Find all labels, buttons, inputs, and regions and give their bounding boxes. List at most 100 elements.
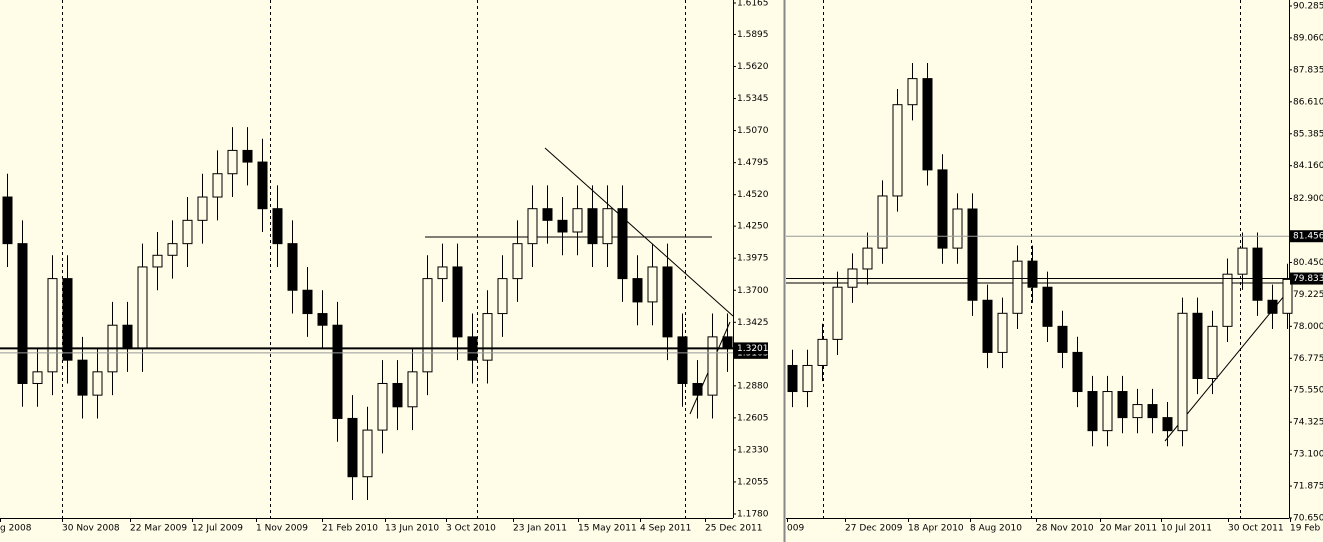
y-tick-label: 1.1780 <box>737 510 769 520</box>
y-tick-label: 90.285 <box>1293 2 1323 12</box>
y-tick-label: 1.4520 <box>737 190 769 200</box>
x-tick-label: 10 Jul 2011 <box>1161 524 1212 534</box>
candle-body <box>47 278 58 373</box>
candle-body <box>1147 404 1158 419</box>
x-tick-label: 30 Nov 2008 <box>62 524 120 534</box>
candle-body <box>62 278 73 361</box>
candle-body <box>1192 312 1203 379</box>
y-tick-label: 1.2330 <box>737 445 769 455</box>
candle-body <box>1042 286 1053 327</box>
price-label-box <box>1290 272 1323 285</box>
y-tick-label: 1.2880 <box>737 381 769 391</box>
candle-body <box>1057 325 1068 353</box>
candle-body <box>392 382 403 408</box>
x-tick-label: 3 Oct 2010 <box>446 524 496 534</box>
y-tick-label: 1.5620 <box>737 62 769 72</box>
candle-body <box>422 278 433 373</box>
candle-body <box>692 382 703 396</box>
candle-body <box>1237 247 1248 275</box>
candle-body <box>17 243 28 384</box>
candle-body <box>152 254 163 268</box>
x-tick-label: 15 May 2011 <box>578 524 637 534</box>
candle-body <box>787 364 798 393</box>
candle-body <box>1177 312 1188 432</box>
candle-body <box>1222 273 1233 327</box>
candle-body <box>332 324 343 419</box>
candle-body <box>952 208 963 249</box>
candle-body <box>317 313 328 326</box>
x-tick-label: 30 Oct 2011 <box>1228 524 1284 534</box>
candle-body <box>707 336 718 396</box>
candle-body <box>137 266 148 350</box>
candle-body <box>182 219 193 245</box>
y-tick-label: 1.5070 <box>737 126 769 136</box>
candle-body <box>1132 404 1143 419</box>
x-tick-label: 27 Dec 2009 <box>845 524 903 534</box>
candle-body <box>617 208 628 280</box>
y-tick-label: 82.900 <box>1293 194 1323 204</box>
candle-body <box>452 266 463 338</box>
x-tick-label: 8 Aug 2010 <box>970 524 1022 534</box>
candle-body <box>677 336 688 384</box>
candle-body <box>1267 299 1278 314</box>
y-tick-label: 70.650 <box>1293 514 1323 524</box>
x-tick-label: 13 Jun 2010 <box>385 524 439 534</box>
y-tick-label: 1.2605 <box>737 413 769 423</box>
candle-body <box>1117 391 1128 419</box>
candle-body <box>557 219 568 233</box>
candle-body <box>632 278 643 303</box>
y-tick-label: 78.000 <box>1293 322 1323 332</box>
candle-body <box>1087 391 1098 432</box>
y-tick-label: 80.450 <box>1293 258 1323 268</box>
y-tick-label: 1.3975 <box>737 254 769 264</box>
y-tick-label: 76.775 <box>1293 354 1323 364</box>
candle-body <box>512 243 523 280</box>
x-tick-label: g 2008 <box>0 524 32 534</box>
y-tick-label: 74.325 <box>1293 418 1323 428</box>
candle-body <box>1207 325 1218 379</box>
candle-body <box>647 266 658 303</box>
candle-body <box>362 429 373 478</box>
y-tick-label: 1.3700 <box>737 286 769 296</box>
y-tick-label: 1.4795 <box>737 158 769 168</box>
y-tick-label: 75.550 <box>1293 386 1323 396</box>
candle-body <box>527 208 538 245</box>
candle-body <box>877 195 888 249</box>
x-tick-label: 25 Dec 2011 <box>705 524 763 534</box>
x-tick-label: 23 Jan 2011 <box>513 524 567 534</box>
candle-body <box>482 313 493 361</box>
candle-body <box>1027 260 1038 288</box>
y-tick-label: 89.060 <box>1293 33 1323 43</box>
candle-body <box>212 173 223 198</box>
x-tick-label: 4 Sep 2011 <box>640 524 691 534</box>
x-tick-label: 12 Jul 2009 <box>192 524 243 534</box>
candle-body <box>92 371 103 396</box>
y-tick-label: 84.160 <box>1293 161 1323 171</box>
price-label-box <box>734 342 768 355</box>
price-label: 79.833 <box>1293 274 1323 284</box>
candle-body <box>1282 278 1293 314</box>
candle-body <box>272 208 283 245</box>
y-tick-label: 73.100 <box>1293 450 1323 460</box>
candle-body <box>347 417 358 478</box>
candle-body <box>1252 247 1263 301</box>
candle-body <box>197 196 208 221</box>
candle-body <box>497 278 508 315</box>
candle-body <box>227 149 238 175</box>
candle-body <box>937 169 948 249</box>
candle-body <box>722 336 733 350</box>
candle-body <box>2 196 13 245</box>
candle-body <box>602 208 613 245</box>
y-tick-label: 1.4250 <box>737 222 769 232</box>
candle-body <box>572 208 583 233</box>
candle-body <box>122 324 133 350</box>
x-tick-label: 18 Apr 2010 <box>908 524 964 534</box>
y-tick-label: 1.6165 <box>737 0 769 9</box>
price-label: 1.3201 <box>737 344 769 354</box>
candle-body <box>892 104 903 197</box>
candle-body <box>907 78 918 106</box>
price-label: 81.456 <box>1293 232 1323 242</box>
trend-line <box>544 147 734 317</box>
y-tick-label: 85.385 <box>1293 129 1323 139</box>
